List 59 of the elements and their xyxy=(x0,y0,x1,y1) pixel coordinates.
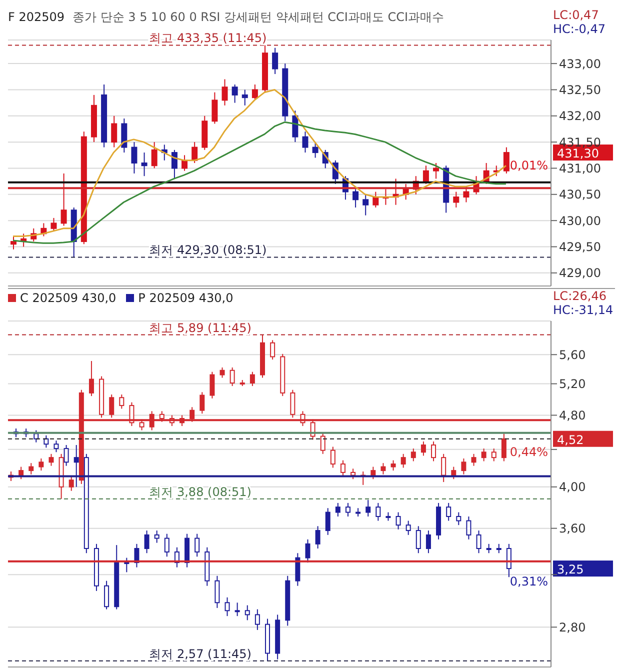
candlestick xyxy=(503,146,510,174)
candlestick xyxy=(302,131,308,154)
text: 3,25 xyxy=(557,562,584,577)
chart-title: F 202509 xyxy=(8,10,65,24)
candlestick xyxy=(272,47,278,75)
ref-line-label: 최고 5,89 (11:45) xyxy=(149,320,252,335)
y-tick-label: 5,20 xyxy=(559,377,586,392)
candlestick xyxy=(212,92,218,124)
y-tick-label: 430,50 xyxy=(559,188,601,202)
y-tick-label: 2,80 xyxy=(559,620,586,634)
candlestick xyxy=(60,172,67,226)
text: LC:0,47 xyxy=(553,8,600,22)
y-tick-label: 429,50 xyxy=(559,240,601,254)
y-tick-label: 432,00 xyxy=(559,109,601,124)
y-tick-label: 431,00 xyxy=(559,161,601,176)
candlestick xyxy=(171,149,178,180)
annotation: 0,31% xyxy=(510,574,548,589)
y-tick-label: 430,00 xyxy=(559,214,601,228)
annotation: 0,44% xyxy=(510,444,548,459)
text: 4,52 xyxy=(557,432,584,447)
ref-line-label: 최저 2,57 (11:45) xyxy=(149,646,252,661)
candlestick xyxy=(192,142,198,164)
y-tick-label: 429,00 xyxy=(559,266,601,280)
legend-label: C 202509 430,0 xyxy=(19,291,116,305)
text: 431,30 xyxy=(557,146,599,161)
candlestick xyxy=(292,110,298,143)
candlestick xyxy=(50,217,57,232)
y-tick-label: 433,00 xyxy=(559,56,601,71)
candlestick xyxy=(10,236,16,250)
text: LC:26,46 xyxy=(553,289,608,303)
y-tick-label: 4,80 xyxy=(559,408,586,422)
candlestick xyxy=(242,89,248,106)
candlestick xyxy=(232,84,238,104)
candlestick xyxy=(362,194,369,216)
y-tick-label: 432,50 xyxy=(559,82,601,97)
candlestick xyxy=(422,165,429,184)
candlestick xyxy=(433,162,440,180)
chart-subtitle: 종가 단순 3 5 10 60 0 RSI 강세패턴 약세패턴 CCI과매도 CCI과매수 xyxy=(72,10,444,24)
candlestick xyxy=(222,78,228,106)
y-tick-label: 5,60 xyxy=(559,348,586,362)
candlestick xyxy=(453,191,460,208)
y-tick-label: 3,60 xyxy=(559,522,586,536)
ref-line-label: 최고 433,35 (11:45) xyxy=(149,31,267,46)
candlestick xyxy=(463,186,470,203)
annotation: 0,01% xyxy=(510,158,548,173)
text: HC:-31,14 xyxy=(553,303,614,317)
candlestick xyxy=(121,118,128,154)
candlestick xyxy=(141,152,148,177)
candlestick xyxy=(252,84,258,101)
candlestick xyxy=(312,142,318,158)
y-tick-label: 4,00 xyxy=(559,480,586,494)
candlestick xyxy=(131,142,138,174)
candlestick xyxy=(111,115,118,148)
candlestick xyxy=(151,142,158,169)
ref-line-label: 최저 3,88 (08:51) xyxy=(149,484,252,499)
legend-label: P 202509 430,0 xyxy=(137,291,234,305)
text: HC:-0,47 xyxy=(553,22,606,36)
ref-line-label: 최저 429,30 (08:51) xyxy=(149,243,267,258)
candlestick xyxy=(352,188,359,208)
